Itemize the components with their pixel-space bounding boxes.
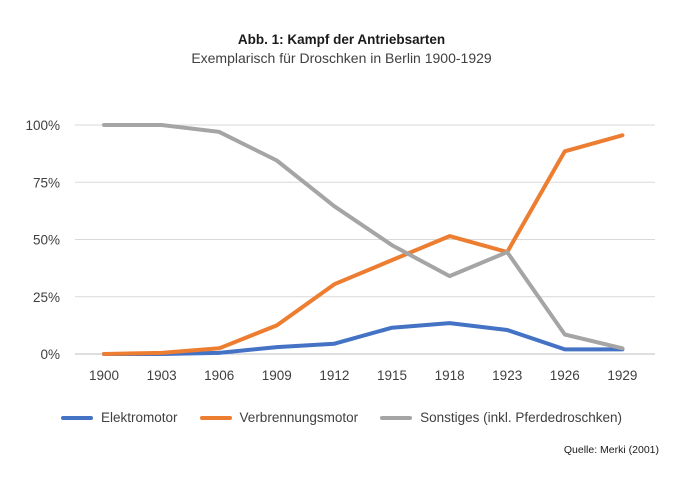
data-point-elektromotor bbox=[390, 326, 394, 330]
chart-title: Abb. 1: Kampf der Antriebsarten bbox=[237, 32, 446, 47]
data-point-elektromotor bbox=[448, 321, 452, 325]
x-tick-label: 1918 bbox=[435, 368, 465, 383]
data-point-verbrennungsmotor bbox=[620, 133, 624, 137]
data-point-verbrennungsmotor bbox=[448, 234, 452, 238]
data-point-verbrennungsmotor bbox=[160, 351, 164, 355]
data-point-verbrennungsmotor bbox=[275, 323, 279, 327]
series-line-elektromotor bbox=[102, 321, 625, 356]
series-line-sonstiges bbox=[102, 123, 625, 351]
y-tick-label: 0% bbox=[40, 347, 60, 362]
data-point-sonstiges bbox=[563, 333, 567, 337]
chart-source: Quelle: Merki (2001) bbox=[563, 444, 659, 456]
x-tick-label: 1926 bbox=[550, 368, 580, 383]
data-point-verbrennungsmotor bbox=[102, 352, 106, 356]
y-tick-label: 75% bbox=[33, 175, 60, 190]
data-point-sonstiges bbox=[332, 204, 336, 208]
chart-subtitle: Exemplarisch für Droschken in Berlin 190… bbox=[191, 50, 492, 66]
x-tick-label: 1912 bbox=[319, 368, 349, 383]
chart-legend: Elektromotor Verbrennungsmotor Sonstiges… bbox=[0, 410, 683, 425]
legend-item-verbrennungsmotor: Verbrennungsmotor bbox=[199, 410, 359, 425]
legend-label-sonstiges: Sonstiges (inkl. Pferdedroschken) bbox=[420, 410, 622, 425]
y-tick-label: 100% bbox=[25, 118, 60, 133]
data-point-sonstiges bbox=[217, 130, 221, 134]
x-tick-label: 1915 bbox=[377, 368, 407, 383]
data-point-elektromotor bbox=[563, 347, 567, 351]
series-line-verbrennungsmotor bbox=[102, 133, 625, 356]
legend-swatch-elektromotor bbox=[61, 415, 94, 420]
x-tick-label: 1906 bbox=[204, 368, 234, 383]
data-point-verbrennungsmotor bbox=[217, 346, 221, 350]
data-point-verbrennungsmotor bbox=[563, 149, 567, 153]
data-point-sonstiges bbox=[505, 250, 509, 254]
data-point-sonstiges bbox=[390, 243, 394, 247]
x-tick-label: 1903 bbox=[147, 368, 177, 383]
legend-label-verbrennungsmotor: Verbrennungsmotor bbox=[239, 410, 359, 425]
legend-swatch-verbrennungsmotor bbox=[199, 415, 232, 420]
data-point-sonstiges bbox=[620, 346, 624, 350]
legend-item-sonstiges: Sonstiges (inkl. Pferdedroschken) bbox=[380, 410, 622, 425]
data-point-elektromotor bbox=[217, 351, 221, 355]
x-tick-label: 1929 bbox=[607, 368, 637, 383]
data-point-sonstiges bbox=[275, 158, 279, 162]
legend-swatch-sonstiges bbox=[380, 415, 413, 420]
y-tick-label: 50% bbox=[33, 233, 60, 248]
data-point-sonstiges bbox=[448, 274, 452, 278]
x-tick-label: 1909 bbox=[262, 368, 292, 383]
data-point-elektromotor bbox=[275, 345, 279, 349]
data-point-elektromotor bbox=[332, 342, 336, 346]
data-point-elektromotor bbox=[505, 328, 509, 332]
data-point-verbrennungsmotor bbox=[390, 258, 394, 262]
x-tick-label: 1923 bbox=[492, 368, 522, 383]
data-point-sonstiges bbox=[160, 123, 164, 127]
legend-label-elektromotor: Elektromotor bbox=[101, 410, 178, 425]
data-point-verbrennungsmotor bbox=[332, 282, 336, 286]
data-point-sonstiges bbox=[102, 123, 106, 127]
y-tick-label: 25% bbox=[33, 290, 60, 305]
x-tick-label: 1900 bbox=[89, 368, 119, 383]
legend-item-elektromotor: Elektromotor bbox=[61, 410, 178, 425]
